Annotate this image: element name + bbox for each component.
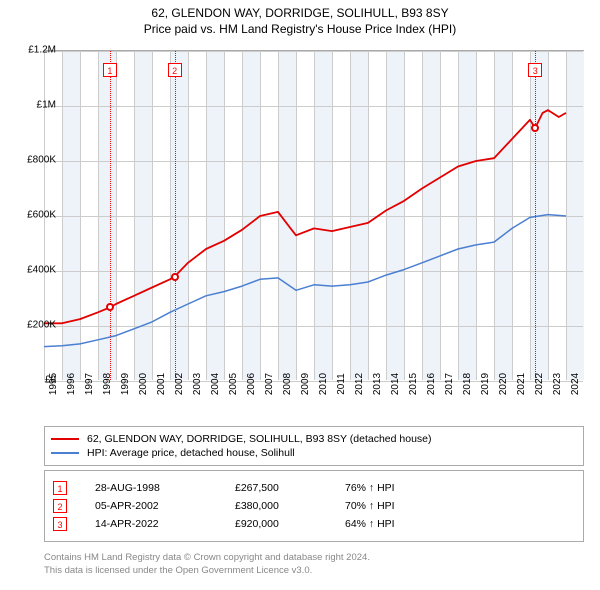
legend-label: 62, GLENDON WAY, DORRIDGE, SOLIHULL, B93… [87, 433, 432, 445]
event-date: 05-APR-2002 [95, 500, 235, 512]
footer-attribution: Contains HM Land Registry data © Crown c… [44, 552, 584, 578]
x-axis-label: 2019 [480, 373, 491, 395]
y-axis-label: £800K [27, 155, 56, 166]
x-axis-label: 2016 [426, 373, 437, 395]
x-axis-label: 2024 [570, 373, 581, 395]
event-row: 2 05-APR-2002£380,00070% ↑ HPI [53, 499, 575, 513]
x-axis-label: 2011 [336, 373, 347, 395]
x-axis-label: 1996 [66, 373, 77, 395]
x-axis-label: 2012 [354, 373, 365, 395]
chart-title: 62, GLENDON WAY, DORRIDGE, SOLIHULL, B93… [0, 6, 600, 20]
event-price: £267,500 [235, 482, 345, 494]
event-price: £920,000 [235, 518, 345, 530]
y-axis-label: £600K [27, 210, 56, 221]
x-axis-label: 2008 [282, 373, 293, 395]
y-axis-label: £1M [37, 100, 56, 111]
events-box: 1 28-AUG-1998£267,50076% ↑ HPI 2 05-APR-200… [44, 470, 584, 542]
series-line [44, 110, 566, 323]
y-axis-label: £200K [27, 320, 56, 331]
x-axis-label: 2018 [462, 373, 473, 395]
chart-subtitle: Price paid vs. HM Land Registry's House … [0, 22, 600, 36]
x-axis-label: 1995 [48, 373, 59, 395]
legend-swatch [51, 452, 79, 454]
marker-dot [106, 303, 114, 311]
y-axis-label: £400K [27, 265, 56, 276]
x-axis-label: 2015 [408, 373, 419, 395]
event-row: 1 28-AUG-1998£267,50076% ↑ HPI [53, 481, 575, 495]
x-axis-label: 1998 [102, 373, 113, 395]
event-row: 3 14-APR-2022£920,00064% ↑ HPI [53, 517, 575, 531]
x-axis-label: 2001 [156, 373, 167, 395]
x-axis-label: 2002 [174, 373, 185, 395]
legend-label: HPI: Average price, detached house, Soli… [87, 447, 295, 459]
x-axis-label: 2000 [138, 373, 149, 395]
y-axis-label: £1.2M [28, 45, 56, 56]
marker-dot [171, 273, 179, 281]
legend-box: 62, GLENDON WAY, DORRIDGE, SOLIHULL, B93… [44, 426, 584, 466]
event-date: 14-APR-2022 [95, 518, 235, 530]
x-axis-label: 2017 [444, 373, 455, 395]
event-price: £380,000 [235, 500, 345, 512]
event-pct: 64% ↑ HPI [345, 518, 395, 530]
x-axis-label: 2023 [552, 373, 563, 395]
event-pct: 76% ↑ HPI [345, 482, 395, 494]
x-axis-label: 1999 [120, 373, 131, 395]
x-axis-label: 2013 [372, 373, 383, 395]
event-badge: 2 [53, 499, 67, 513]
x-axis-label: 2020 [498, 373, 509, 395]
x-axis-label: 2003 [192, 373, 203, 395]
x-axis-label: 2004 [210, 373, 221, 395]
series-line [44, 215, 566, 347]
chart-lines-svg [44, 51, 584, 381]
footer-line-2: This data is licensed under the Open Gov… [44, 565, 584, 578]
legend-item: HPI: Average price, detached house, Soli… [51, 447, 577, 459]
event-badge: 3 [53, 517, 67, 531]
x-axis-label: 2006 [246, 373, 257, 395]
x-axis-label: 2021 [516, 373, 527, 395]
event-date: 28-AUG-1998 [95, 482, 235, 494]
legend-item: 62, GLENDON WAY, DORRIDGE, SOLIHULL, B93… [51, 433, 577, 445]
x-axis-label: 2010 [318, 373, 329, 395]
x-axis-label: 2014 [390, 373, 401, 395]
x-axis-label: 2007 [264, 373, 275, 395]
event-badge: 1 [53, 481, 67, 495]
event-pct: 70% ↑ HPI [345, 500, 395, 512]
x-axis-label: 2005 [228, 373, 239, 395]
footer-line-1: Contains HM Land Registry data © Crown c… [44, 552, 584, 565]
chart-plot-area: 123 [44, 50, 584, 380]
x-axis-label: 2022 [534, 373, 545, 395]
x-axis-label: 2009 [300, 373, 311, 395]
marker-dot [531, 124, 539, 132]
legend-swatch [51, 438, 79, 440]
x-axis-label: 1997 [84, 373, 95, 395]
